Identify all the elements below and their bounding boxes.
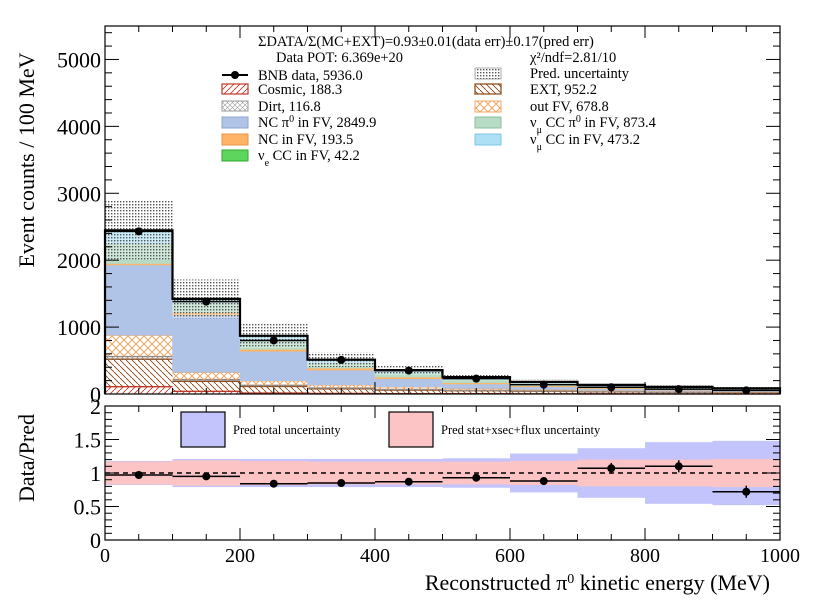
main-ytick-label-4000: 4000: [57, 114, 101, 139]
legend-dirt-swatch: [221, 100, 249, 112]
legend-nc-label: NC in FV, 193.5: [258, 132, 353, 148]
ratio-point-6: [539, 477, 548, 486]
header-stats: ΣDATA/Σ(MC+EXT)=0.93±0.01(data err)±0.17…: [258, 34, 616, 66]
bar-nc-pi0-in-fv-4: [374, 378, 443, 388]
legend-uncertainty-label: Pred. uncertainty: [530, 66, 630, 82]
main-ytick-label-3000: 3000: [57, 181, 101, 206]
ratio-ytick-label-1.5: 1.5: [74, 428, 102, 453]
legend-ext-swatch: [474, 83, 502, 95]
bar-nc-pi0-in-fv-0: [104, 264, 173, 336]
bar-out-fv-0: [105, 335, 173, 357]
ratio-legend-stat-swatch: [388, 411, 434, 448]
legend: BNB data, 5936.0 Cosmic, 188.3 Dirt, 116…: [221, 66, 657, 169]
ratio-ytick-label-2: 2: [90, 394, 101, 419]
data-point-4: [404, 366, 413, 375]
ratio-ytick-label-0: 0: [90, 528, 101, 553]
data-point-0: [134, 227, 143, 236]
bar-ext-0: [105, 359, 173, 387]
bar-out-fv-3: [307, 384, 375, 389]
ratio-point-9: [742, 487, 751, 496]
legend-data-label: BNB data, 5936.0: [258, 68, 363, 84]
xtick-label-400: 400: [360, 545, 390, 567]
ratio-point-3: [337, 479, 346, 488]
data-points: [105, 227, 780, 395]
ratio-point-8: [674, 462, 683, 471]
main-ytick-label-1000: 1000: [57, 315, 101, 340]
bar-nc-pi0-in-fv-3: [307, 369, 376, 386]
ratio-legend-total-label: Pred total uncertainty: [233, 423, 341, 437]
bar-out-fv-1: [172, 372, 240, 380]
ratio-point-1: [202, 472, 211, 481]
data-point-2: [269, 336, 278, 345]
legend-uncertainty-swatch: [474, 67, 502, 80]
ratio-stat-unc-bin-4: [375, 461, 443, 485]
main-ytick-label-2000: 2000: [57, 248, 101, 273]
xtick-label-0: 0: [100, 545, 110, 567]
bar-dirt-1: [172, 379, 240, 382]
data-point-3: [337, 355, 346, 364]
x-tick-labels: 0 200 400 600 800 1000: [100, 545, 800, 567]
header-pot-text: Data POT: 6.369e+20: [276, 50, 403, 66]
legend-nc-swatch: [221, 133, 249, 146]
bar-dirt-0: [105, 356, 173, 360]
bar-out-fv-2: [240, 380, 308, 386]
data-point-1: [202, 297, 211, 306]
legend-nue-label: νe CC in FV, 42.2: [258, 148, 360, 169]
legend-numucc-pi0-label: νμ CC π0 in FV, 873.4: [530, 114, 657, 136]
legend-cosmic-swatch: [221, 83, 249, 95]
legend-numucc-swatch: [474, 133, 502, 146]
legend-dirt-label: Dirt, 116.8: [258, 99, 321, 115]
ratio-point-7: [607, 464, 616, 473]
ratio-axes-ticks: [104, 405, 781, 541]
main-y-tick-labels: 0 1000 2000 3000 4000 5000: [57, 47, 101, 407]
main-axes-ticks: [104, 26, 781, 395]
ratio-point-5: [472, 473, 481, 482]
main-ytick-label-0: 0: [90, 382, 101, 407]
ratio-point-4: [404, 477, 413, 486]
bar-ext-1: [172, 381, 240, 392]
ratio-y-axis-label: Data/Pred: [14, 414, 39, 502]
data-point-6: [539, 380, 548, 389]
ratio-legend-total-swatch: [180, 411, 226, 448]
legend-data-swatch-marker: [231, 71, 239, 79]
legend-ext-label: EXT, 952.2: [530, 82, 597, 98]
header-ratio-text: ΣDATA/Σ(MC+EXT)=0.93±0.01(data err)±0.17…: [258, 34, 594, 50]
legend-outfv-swatch: [474, 100, 502, 113]
legend-outfv-label: out FV, 678.8: [530, 99, 609, 115]
bar-nc-pi0-in-fv-2: [239, 350, 308, 381]
bar-nc-in-fv-2: [239, 348, 308, 352]
ratio-ytick-label-1: 1: [90, 461, 101, 486]
bar-nc-in-fv-3: [307, 367, 376, 371]
legend-ncpi0-label: NC π0 in FV, 2849.9: [258, 114, 376, 132]
xtick-label-200: 200: [225, 545, 255, 567]
xtick-label-1000: 1000: [760, 545, 800, 567]
main-panel: 0 1000 2000 3000 4000 5000 Event counts / 100…: [14, 25, 782, 407]
ratio-ytick-label-0.5: 0.5: [74, 495, 102, 520]
legend-ncpi0-swatch: [221, 116, 249, 129]
main-ytick-label-5000: 5000: [57, 47, 101, 72]
legend-numucc-label: νμ CC in FV, 473.2: [530, 132, 640, 153]
data-point-5: [472, 374, 481, 383]
x-axis-label: Reconstructed π0 kinetic energy (MeV): [425, 570, 770, 595]
xtick-label-600: 600: [495, 545, 525, 567]
bar-nc-pi0-in-fv-5: [442, 383, 511, 389]
data-point-7: [607, 383, 616, 392]
legend-nue-swatch: [221, 149, 249, 162]
ratio-legend-stat-label: Pred stat+xsec+flux uncertainty: [441, 423, 601, 437]
ratio-point-2: [269, 479, 278, 488]
bar-nc-pi0-in-fv-1: [172, 314, 241, 373]
ratio-y-tick-labels: 0 0.5 1 1.5 2: [74, 394, 102, 553]
xtick-label-800: 800: [630, 545, 660, 567]
header-chi2-text: χ²/ndf=2.81/10: [529, 50, 616, 66]
ratio-point-0: [134, 471, 143, 480]
ratio-points: [105, 460, 780, 498]
ratio-panel: 0 0.5 1 1.5 2 0 200 400 600 800 1000 Data/Pred Re…: [14, 394, 800, 595]
legend-numucc-pi0-swatch: [474, 116, 502, 129]
main-y-axis-label: Event counts / 100 MeV: [14, 52, 39, 267]
legend-cosmic-label: Cosmic, 188.3: [258, 82, 342, 98]
